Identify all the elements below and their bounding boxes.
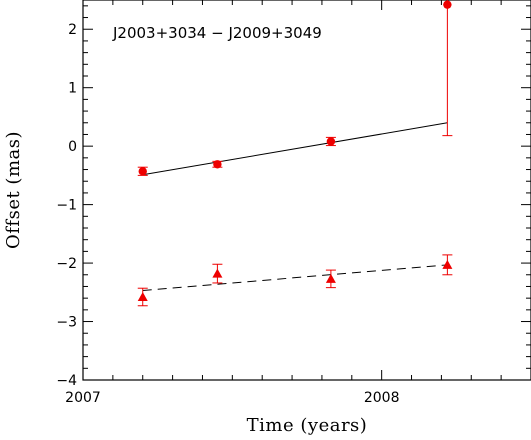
y-tick-label: 2 (68, 22, 77, 38)
y-tick-label: −3 (56, 315, 77, 331)
y-axis-title: Offset (mas) (3, 131, 24, 249)
data-marks (137, 0, 453, 307)
data-point-triangle (442, 259, 453, 269)
data-point-circle (326, 137, 336, 146)
x-axis-title: Time (years) (247, 415, 368, 436)
y-tick-label: 0 (68, 139, 77, 155)
data-point-circle (138, 167, 147, 176)
fit-line-dashed (142, 264, 448, 292)
plot-frame (82, 0, 531, 381)
y-tick-label: −2 (56, 256, 77, 272)
x-tick-label: 2008 (364, 390, 400, 406)
y-tick-label: −1 (56, 198, 77, 214)
axis-ticks: −4 −3 −2 −1 0 1 2 2007 2008 (56, 0, 531, 406)
x-tick-label: 2007 (65, 390, 101, 406)
data-point-triangle (137, 291, 148, 301)
y-tick-label: 1 (68, 81, 77, 97)
fit-line-solid (142, 122, 448, 176)
data-point-triangle (325, 273, 336, 283)
fit-lines (142, 122, 448, 292)
data-point-circle (213, 160, 222, 169)
data-point-triangle (212, 268, 223, 278)
chart-title: J2003+3034 − J2009+3049 (112, 24, 322, 42)
data-point-circle (443, 0, 452, 9)
y-tick-label: −4 (56, 373, 77, 389)
